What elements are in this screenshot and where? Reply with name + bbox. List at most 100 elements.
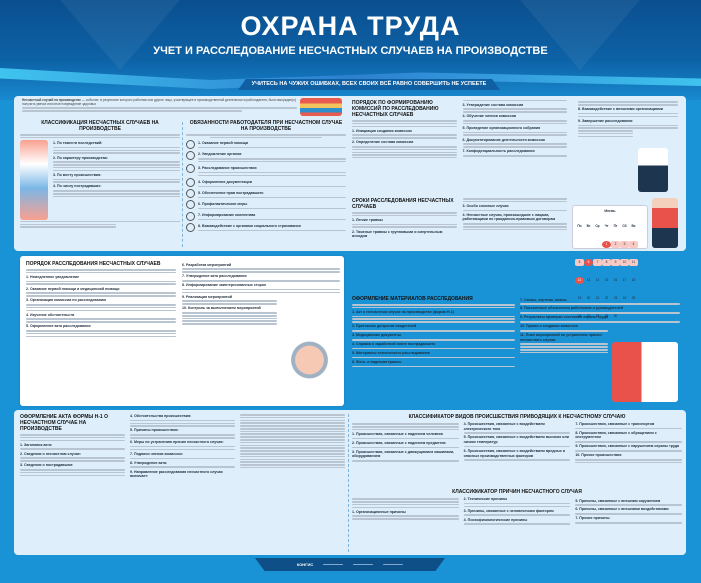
list-item: 1. Акт о несчастном случае на производст…: [352, 309, 454, 314]
list-item: 1. По тяжести последствий:: [53, 141, 103, 146]
list-item: 3. Расследование происшествия: [198, 165, 257, 170]
list-item: 3. Особо сложные случаи: [462, 203, 509, 208]
list-item: 1. Легкие травмы: [352, 217, 383, 222]
list-item: 2. По характеру производства:: [53, 155, 108, 160]
slogan-banner: УЧИТЕСЬ НА ЧУЖИХ ОШИБКАХ, ВСЕХ СВОИХ ВСЁ…: [238, 79, 500, 90]
list-item: 6. Фото- и видеоматериалы: [352, 359, 402, 364]
calendar-day: 6: [584, 259, 593, 266]
list-item: 4. Несчастные случаи, произошедшие с лиц…: [462, 212, 556, 222]
list-item: 7. Конфиденциальность расследования: [462, 149, 535, 154]
list-item: 7. Происшествия, связанные с транспортом: [575, 422, 655, 426]
commission-section: ПОРЯДОК ПО ФОРМИРОВАНИЮ КОМИССИЙ ПО РАСС…: [352, 100, 567, 194]
calendar-day: 26: [577, 314, 582, 318]
calendar-month: Июнь: [604, 208, 616, 213]
calendar-day: 24: [622, 296, 627, 300]
section-title: ОФОРМЛЕНИЕ МАТЕРИАЛОВ РАССЛЕДОВАНИЯ: [352, 296, 473, 302]
list-item: 6. Профилактические меры: [198, 201, 248, 206]
list-item: 5. Проведение организационного собрания: [462, 125, 541, 130]
section-title: СРОКИ РАССЛЕДОВАНИЯ НЕСЧАСТНЫХ СЛУЧАЕВ: [352, 198, 454, 210]
section-title: КЛАССИФИКАТОР ВИДОВ ПРОИСШЕСТВИЯ ПРИВОДЯ…: [408, 414, 626, 420]
list-item: 3. Происшествия, связанные с движущимися…: [352, 449, 455, 459]
list-item: 9. Реализация мероприятий: [182, 294, 232, 299]
section-title: КЛАССИФИКАТОР ПРИЧИН НЕСЧАСТНОГО СЛУЧАЯ: [452, 489, 582, 495]
calendar-day: 5: [575, 259, 584, 266]
calendar-day: 13: [586, 278, 591, 282]
list-item: 8. Взаимодействие с органами социального…: [198, 224, 301, 229]
list-item: 7. Схемы, чертежи, планы: [520, 297, 567, 302]
list-item: 10. Приказ о создании комиссии: [520, 324, 578, 329]
list-item: 1. Происшествия, связанные с падением че…: [352, 431, 443, 436]
weekday-label: Сб: [622, 224, 627, 228]
people-illustration: [20, 139, 48, 220]
deadlines-section: СРОКИ РАССЛЕДОВАНИЯ НЕСЧАСТНЫХ СЛУЧАЕВ 1…: [352, 198, 567, 250]
list-item: 10. Контроль за выполнением мероприятий: [182, 306, 261, 311]
list-item: 6. Происшествия, связанные с воздействие…: [463, 448, 565, 458]
megaphone-icon: [186, 211, 195, 221]
list-item: 1. Организационные причины: [352, 509, 406, 514]
list-item: 5. Оформление акта расследования: [26, 324, 91, 329]
calendar-day: 15: [604, 278, 609, 282]
calendar-day: 18: [631, 278, 636, 282]
list-item: 9. Направление расследования несчастного…: [130, 469, 223, 479]
list-item: 8. Происшествия, связанные с обращением …: [575, 430, 657, 440]
graduation-cap-icon: [186, 200, 195, 210]
list-item: 4. Обучение членов комиссии: [462, 114, 517, 119]
bottom-panel: [14, 410, 686, 555]
types-section: КЛАССИФИКАТОР ВИДОВ ПРОИСШЕСТВИЯ ПРИВОДЯ…: [352, 414, 682, 486]
list-item: 2. Определение состава комиссии: [352, 140, 414, 145]
list-item: 4. Психофизиологические причины: [463, 517, 528, 522]
list-item: 3. Причины, связанные с человеческим фак…: [463, 508, 554, 513]
list-item: 9. Завершение расследования: [578, 118, 633, 123]
calendar-day: 27: [586, 314, 591, 318]
list-item: 5. Происшествия, связанные с воздействие…: [463, 435, 569, 445]
calendar-day: 20: [586, 296, 591, 300]
calendar-day: 21: [595, 296, 600, 300]
poster-title: ОХРАНА ТРУДА: [240, 11, 461, 41]
calendar-day: 11: [629, 259, 638, 266]
calendar-day: 16: [613, 278, 618, 282]
weekday-label: Чт: [604, 224, 609, 228]
calendar-day: 19: [577, 296, 582, 300]
section-title: КЛАССИФИКАЦИЯ НЕСЧАСТНЫХ СЛУЧАЕВ НА ПРОИ…: [41, 120, 159, 132]
list-item: 1. Немедленное уведомление: [26, 274, 80, 279]
calendar-day: 25: [631, 296, 636, 300]
bank-icon: [186, 222, 195, 232]
calendar-day: 30: [613, 314, 618, 318]
list-item: 4. Изучение обстоятельств: [26, 312, 75, 317]
list-item: 8. Информирование заинтересованных сторо…: [182, 283, 267, 288]
alarm-icon: [186, 150, 195, 160]
weekday-label: Пт: [613, 224, 618, 228]
list-item: 2. Уведомление органов: [198, 152, 242, 157]
list-item: 1. Оказание первой помощи: [198, 141, 249, 146]
list-item: 7. Прочие причины: [575, 516, 610, 521]
weekday-label: Ср: [595, 224, 600, 228]
causes-section: КЛАССИФИКАТОР ПРИЧИН НЕСЧАСТНОГО СЛУЧАЯ …: [352, 489, 682, 553]
list-item: 2. Тяжелые травмы с групповыми и смертел…: [352, 229, 443, 239]
list-item: 5. Причины происшествия:: [130, 428, 179, 433]
list-item: 9. Результаты проверки состояния охраны …: [520, 315, 608, 320]
list-item: 5. Причины, связанные с внешним окружени…: [575, 498, 661, 503]
calendar-widget: Июнь Пн Вт Ср Чт Пт Сб Вс 1 2 3 4 5 6 7 8 9 10 11 12 13 14 15…: [572, 205, 648, 318]
calendar-day: 8: [602, 259, 611, 266]
list-item: 11. План мероприятий по устранению причи…: [520, 333, 602, 342]
list-item: 4. Обстоятельства происшествия:: [130, 414, 192, 418]
list-item: 7. Подписи членов комиссии:: [130, 451, 183, 456]
calendar-day: 4: [629, 241, 638, 248]
commission-section-cont: 8. Взаимодействие с внешними организация…: [578, 100, 678, 194]
weekday-label: Пн: [577, 224, 582, 228]
list-item: 4. Справка о заработной плате пострадавш…: [352, 342, 436, 347]
section-title: ПОРЯДОК ПО ФОРМИРОВАНИЮ КОМИССИЙ ПО РАСС…: [352, 100, 439, 118]
brand-logo: КОНГИС: [296, 562, 314, 567]
list-item: 2. Протоколы допросов свидетелей: [352, 324, 417, 329]
list-item: 9. Происшествия, связанные с нарушением …: [575, 444, 680, 449]
poster-subtitle: УЧЕТ И РАССЛЕДОВАНИЕ НЕСЧАСТНЫХ СЛУЧАЕВ …: [153, 45, 548, 57]
intro-term: Несчастный случай на производстве: [22, 98, 81, 102]
calendar-day: 9: [611, 259, 620, 266]
obligations-section: ОБЯЗАННОСТИ РАБОТОДАТЕЛЯ ПРИ НЕСЧАСТНОМ …: [186, 120, 346, 248]
calendar-day: 28: [595, 314, 600, 318]
header-banner: ОХРАНА ТРУДА УЧЕТ И РАССЛЕДОВАНИЕ НЕСЧАС…: [0, 0, 701, 100]
classification-section: КЛАССИФИКАЦИЯ НЕСЧАСТНЫХ СЛУЧАЕВ НА ПРОИ…: [20, 120, 180, 248]
shield-icon: [186, 189, 195, 199]
list-item: 2. Происшествия, связанные с падением пр…: [352, 440, 446, 445]
list-item: 2. Технические причины: [463, 497, 508, 501]
